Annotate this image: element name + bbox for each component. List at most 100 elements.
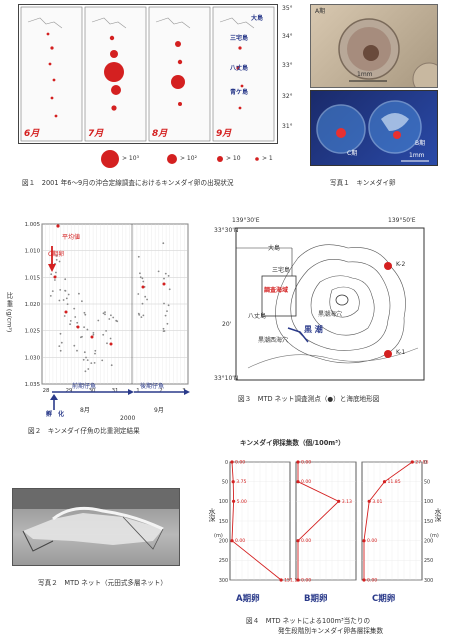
- fig2-point: [164, 314, 167, 317]
- fig2-point: [139, 272, 141, 275]
- fig4-depth-tick-right: 200: [424, 538, 433, 544]
- fig1-maps-svg: [18, 4, 278, 144]
- fig3-station-k1: K-1: [396, 349, 406, 356]
- fig2-point: [163, 302, 165, 305]
- fig3-island-oshima: 大島: [268, 245, 281, 252]
- fig2-point: [58, 345, 61, 347]
- fig2-mean-point: [141, 285, 145, 289]
- fig4-caption-1: 図４ MTD ネットによる100m³当たりの: [246, 617, 371, 625]
- fig2-y-tick: 1.005: [25, 222, 40, 228]
- fig4-value-label-b: 0.00: [301, 578, 311, 584]
- fig2-point: [141, 277, 144, 280]
- fig2-point: [146, 298, 149, 301]
- fig2-point: [84, 313, 87, 316]
- fig2-point: [76, 321, 79, 324]
- fig2-point: [164, 272, 167, 275]
- fig2-point: [64, 278, 67, 281]
- fig2-point: [55, 254, 58, 257]
- fig4-y-label-left: 水深: [208, 508, 216, 522]
- island-label-oshima: 大島: [251, 15, 264, 22]
- fig4-value-label-b: 0.00: [301, 538, 311, 544]
- fig4-depth-tick-left: 300: [219, 578, 228, 584]
- fig4-chart: 0.00 3.75 5.00 0.00 151.15 0.00 0.00 3.13 0.00 0.…: [208, 450, 444, 610]
- fig4-value-label-c: 0.00: [367, 538, 377, 544]
- fig2-point: [92, 332, 95, 334]
- island-label-hachijo: 八丈島: [230, 65, 249, 72]
- fig4-depth-tick-right: 0: [424, 460, 427, 466]
- fig2-point: [76, 349, 78, 352]
- fig2-mean-point: [76, 325, 80, 329]
- fig2-point: [85, 356, 87, 359]
- month-july: 7月: [88, 129, 104, 139]
- fig4-depth-tick-left: 250: [219, 558, 228, 564]
- fig2-point: [59, 349, 62, 352]
- fig2-early-larva: 前期仔魚: [72, 383, 97, 390]
- fig4-value-label-c: 27.86: [415, 460, 428, 466]
- fig2-late-larva: 後期仔魚: [140, 383, 165, 390]
- fig2-point: [167, 304, 170, 307]
- fig2-point: [83, 351, 86, 354]
- fig2-point: [110, 364, 113, 367]
- fig2-point: [83, 311, 86, 314]
- fig2-point: [66, 303, 69, 305]
- photo2-net: [12, 488, 180, 566]
- fig3-kuroshio-west-hole: 黒潮西海穴: [258, 337, 289, 344]
- fig2-legend-dot: [56, 224, 60, 228]
- fig4-value-label-a: 151.15: [284, 578, 300, 584]
- fig4-point-a: [230, 460, 234, 464]
- fig4-point-b: [296, 460, 300, 464]
- fig2-point: [166, 322, 169, 325]
- fig2-point: [63, 315, 66, 317]
- egg-c-label: C期: [347, 150, 358, 157]
- fig2-mean-point: [64, 310, 68, 314]
- fig2-point: [73, 344, 76, 347]
- legend-100: > 10²: [180, 155, 197, 162]
- fig4-depth-tick-right: 250: [424, 558, 433, 564]
- fig2-year: 2000: [120, 415, 136, 422]
- photo1-egg-a: A期 1mm: [310, 4, 438, 88]
- fig3-kuroshio: 黒 潮: [304, 325, 323, 334]
- fig2-x-tick: 31: [112, 388, 119, 394]
- fig2-point: [93, 362, 96, 364]
- fig4-depth-tick-left: 200: [219, 538, 228, 544]
- fig2-point: [166, 310, 168, 312]
- fig2-point: [167, 275, 170, 277]
- fig2-point: [64, 290, 67, 292]
- fig3-lat-mid: 20': [222, 321, 232, 328]
- fig2-y-tick: 1.025: [25, 329, 40, 335]
- fig2-point: [94, 352, 96, 355]
- photo2-svg: [13, 489, 179, 552]
- fig3-island-hachijo: 八丈島: [248, 313, 267, 320]
- lat-tick-31: 31°: [282, 123, 293, 130]
- month-june: 6月: [24, 129, 40, 139]
- fig2-point: [109, 337, 112, 340]
- fig2-y-tick: 1.035: [25, 382, 40, 388]
- fig2-point: [97, 319, 100, 322]
- fig2-point: [102, 312, 105, 315]
- fig4-point-a: [232, 499, 236, 503]
- fig1-legend: > 10³ > 10² > 10 > 1: [100, 148, 280, 170]
- fig4-title: キンメダイ卵採集数（個/100m³）: [240, 439, 345, 447]
- fig4-depth-tick-right: 150: [424, 519, 433, 525]
- fig2-point: [106, 342, 108, 345]
- fig2-point: [81, 335, 83, 338]
- fig4-value-label-a: 0.00: [235, 538, 245, 544]
- fig2-point: [58, 299, 61, 302]
- lat-tick-32: 32°: [282, 93, 293, 100]
- fig4-depth-tick-right: 50: [424, 479, 430, 485]
- fig2-point: [162, 327, 165, 330]
- fig2-legend: 平均値: [62, 234, 81, 241]
- fig4-value-label-a: 5.00: [237, 499, 247, 505]
- fig2-point: [137, 255, 140, 258]
- fig2-point: [82, 358, 85, 361]
- fig2-stage-c: C期卵: [48, 251, 65, 258]
- fig2-point: [90, 362, 93, 364]
- fig4-point-c: [362, 539, 366, 543]
- fig2-point: [142, 280, 145, 283]
- fig2-point: [138, 314, 141, 316]
- fig2-point: [81, 300, 83, 303]
- fig4-point-c: [382, 480, 387, 484]
- lat-tick-34: 34°: [282, 33, 293, 40]
- fig4-point-a: [231, 480, 235, 484]
- fig4-panel-c: C期卵: [372, 594, 396, 604]
